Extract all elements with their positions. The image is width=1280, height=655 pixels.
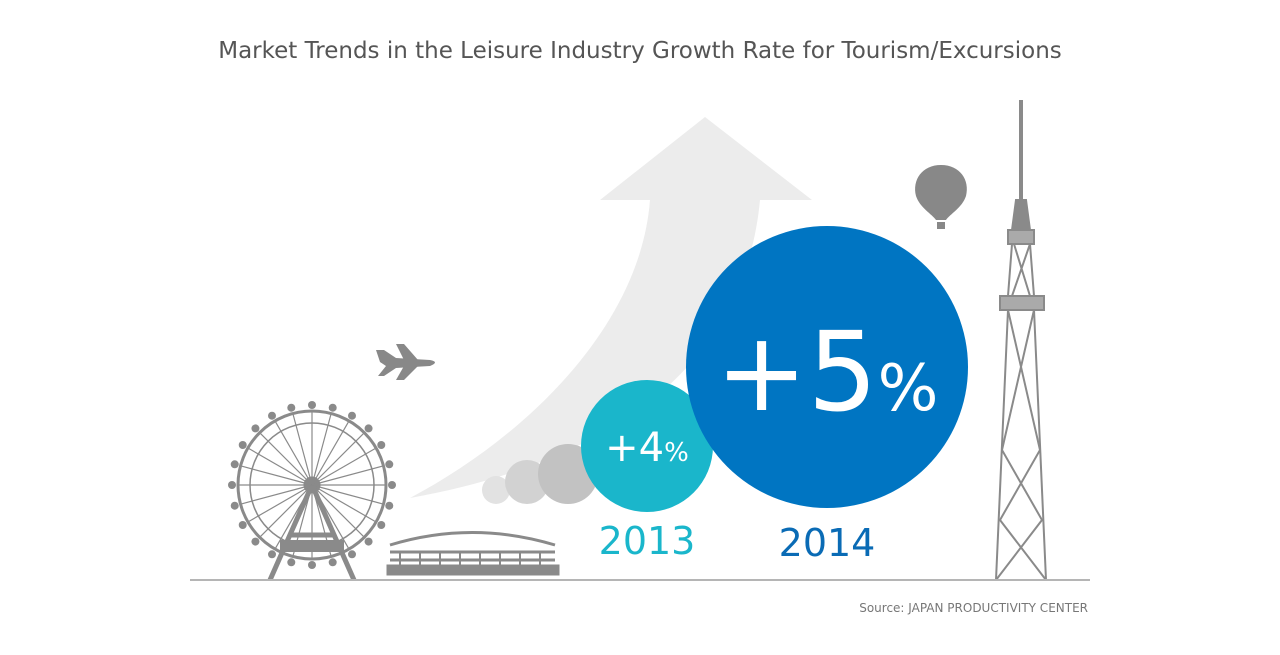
growth-arrow bbox=[410, 117, 812, 498]
circle-2014 bbox=[686, 226, 968, 508]
wheel-spoke bbox=[311, 484, 377, 523]
wheel-spoke bbox=[311, 420, 350, 486]
gondola bbox=[230, 460, 239, 469]
gondola bbox=[348, 411, 356, 420]
gondola bbox=[385, 501, 394, 510]
growth-label: +5% bbox=[716, 308, 939, 436]
wheel-spoke bbox=[274, 420, 313, 486]
wheel-spoke bbox=[247, 484, 313, 523]
growth-unit: % bbox=[664, 438, 689, 468]
wheel-spoke bbox=[240, 465, 313, 486]
bubble bbox=[482, 476, 510, 504]
gondola bbox=[268, 411, 276, 420]
wheel-spoke bbox=[240, 484, 313, 505]
bubble bbox=[505, 460, 549, 504]
year-label: 2014 bbox=[779, 521, 876, 565]
gondola bbox=[230, 501, 239, 510]
wheel-spoke bbox=[247, 447, 313, 486]
gondola bbox=[287, 558, 296, 567]
year-label: 2013 bbox=[599, 519, 696, 563]
growth-label: +4% bbox=[605, 425, 689, 471]
gondola bbox=[385, 460, 394, 469]
gondola bbox=[238, 441, 247, 449]
gondola bbox=[251, 537, 260, 546]
wheel-spoke bbox=[311, 465, 384, 486]
wheel-spoke bbox=[311, 432, 365, 486]
gondola bbox=[287, 403, 296, 412]
gondola bbox=[238, 521, 247, 529]
growth-value: +4 bbox=[605, 425, 664, 471]
gondola bbox=[348, 550, 356, 559]
gondola bbox=[388, 481, 396, 489]
gondola bbox=[328, 558, 337, 567]
source: Source: JAPAN PRODUCTIVITY CENTER bbox=[859, 601, 1088, 615]
gondola bbox=[377, 441, 386, 449]
stadium bbox=[386, 531, 560, 576]
wheel-spoke bbox=[311, 484, 365, 538]
wheel-spoke bbox=[311, 447, 377, 486]
balloon bbox=[915, 165, 967, 229]
wheel-spoke bbox=[274, 484, 313, 550]
wheel-spoke bbox=[311, 484, 350, 550]
wheel-spoke bbox=[311, 484, 332, 557]
gondola bbox=[308, 561, 316, 569]
wheel-spoke bbox=[259, 484, 313, 538]
gondola bbox=[228, 481, 236, 489]
title: Market Trends in the Leisure Industry Gr… bbox=[218, 38, 1062, 64]
growth-value: +5 bbox=[716, 308, 878, 436]
tower bbox=[994, 100, 1048, 581]
wheel-spoke bbox=[311, 484, 384, 505]
gondola bbox=[268, 550, 276, 559]
wheel-spoke bbox=[259, 432, 313, 486]
wheel-spoke bbox=[292, 484, 313, 557]
gondola bbox=[377, 521, 386, 529]
growth-unit: % bbox=[878, 352, 939, 426]
wheel-spoke bbox=[292, 413, 313, 486]
airplane bbox=[376, 344, 435, 380]
gondola bbox=[251, 424, 260, 433]
ferris-wheel bbox=[228, 401, 396, 582]
gondola bbox=[308, 401, 316, 409]
gondola bbox=[328, 403, 337, 412]
circle-2013 bbox=[581, 380, 713, 512]
gondola bbox=[364, 537, 373, 546]
wheel-spoke bbox=[311, 413, 332, 486]
gondola bbox=[364, 424, 373, 433]
